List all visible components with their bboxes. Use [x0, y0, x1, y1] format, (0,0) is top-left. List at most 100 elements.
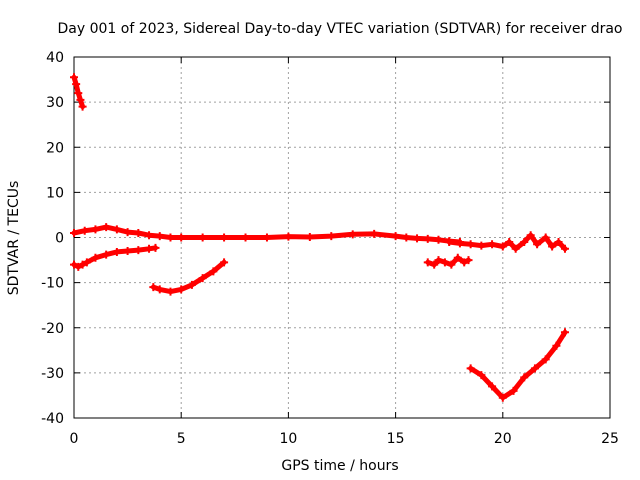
- data-point: [80, 226, 89, 235]
- data-point: [560, 244, 569, 253]
- data-point: [76, 95, 85, 104]
- data-point: [464, 256, 473, 265]
- x-tick-label: 15: [387, 431, 405, 447]
- x-tick-label: 10: [279, 431, 297, 447]
- chart-title: Day 001 of 2023, Sidereal Day-to-day VTE…: [57, 21, 622, 37]
- series-arc-2: [70, 223, 464, 247]
- series-arc-6: [445, 231, 569, 253]
- y-tick-label: -10: [41, 276, 64, 292]
- data-point: [112, 247, 121, 256]
- data-point: [155, 232, 164, 241]
- data-point: [402, 233, 411, 242]
- data-point: [70, 228, 78, 237]
- data-point: [477, 371, 486, 380]
- x-tick-label: 25: [601, 431, 619, 447]
- data-point: [453, 253, 462, 262]
- data-point: [520, 238, 529, 247]
- y-tick-label: -30: [41, 366, 64, 382]
- data-point: [151, 243, 160, 252]
- data-point: [423, 234, 432, 243]
- data-point: [177, 233, 186, 242]
- data-point: [533, 240, 542, 249]
- data-points: [70, 73, 569, 402]
- data-point: [198, 233, 207, 242]
- series-arc-3: [70, 243, 160, 271]
- data-point: [241, 233, 250, 242]
- data-point: [112, 225, 121, 234]
- data-point: [348, 230, 357, 239]
- data-point: [74, 262, 83, 271]
- data-point: [198, 274, 207, 283]
- data-point: [447, 260, 456, 269]
- y-tick-label: -40: [41, 411, 64, 427]
- data-point: [460, 258, 469, 267]
- data-point: [434, 256, 443, 265]
- series-arc-1: [70, 73, 87, 111]
- series-arc-4: [149, 258, 229, 296]
- data-point: [123, 247, 132, 256]
- data-point: [149, 283, 158, 292]
- y-tick-label: -20: [41, 321, 64, 337]
- y-tick-label: 30: [46, 95, 64, 111]
- grid-lines: [74, 57, 610, 418]
- data-point: [220, 233, 229, 242]
- data-point: [498, 242, 507, 251]
- series-arc-5: [423, 253, 473, 269]
- data-point: [145, 231, 154, 240]
- data-point: [102, 250, 111, 259]
- data-point: [509, 386, 518, 395]
- data-point: [284, 232, 293, 241]
- data-point: [530, 364, 539, 373]
- y-tick-label: 20: [46, 140, 64, 156]
- series-trace: [468, 329, 568, 401]
- data-point: [134, 228, 143, 237]
- data-point: [70, 73, 78, 82]
- data-point: [74, 89, 83, 98]
- data-point: [423, 258, 432, 267]
- data-point: [440, 258, 449, 267]
- y-tick-label: 10: [46, 185, 64, 201]
- data-point: [78, 260, 87, 269]
- y-tick-label: 40: [46, 50, 64, 66]
- x-tick-label: 5: [177, 431, 186, 447]
- data-point: [413, 234, 422, 243]
- data-point: [155, 285, 164, 294]
- data-point: [445, 238, 454, 247]
- data-point: [391, 232, 400, 241]
- data-point: [72, 80, 81, 89]
- data-point: [505, 238, 514, 247]
- data-point: [560, 328, 569, 337]
- data-point: [520, 373, 529, 382]
- data-point: [177, 285, 186, 294]
- data-point: [220, 258, 229, 267]
- axis-ticks: 0 5 10 15 20 25 -40 -30 -20 -10 0 10 20 30 40: [41, 50, 619, 447]
- data-point: [187, 280, 196, 289]
- data-point: [548, 242, 557, 251]
- data-point: [262, 233, 271, 242]
- data-point: [370, 229, 379, 238]
- x-tick-label: 20: [494, 431, 512, 447]
- data-point: [102, 223, 111, 232]
- data-point: [554, 238, 563, 247]
- data-point: [541, 233, 550, 242]
- data-point: [209, 267, 218, 276]
- data-point: [488, 382, 497, 391]
- data-point: [466, 364, 475, 373]
- data-point: [430, 260, 439, 269]
- y-tick-label: 0: [55, 231, 64, 247]
- data-point: [526, 231, 535, 240]
- series-arc-7: [466, 328, 569, 402]
- data-point: [78, 102, 87, 111]
- data-point: [166, 233, 175, 242]
- data-point: [552, 341, 561, 350]
- series-trace: [150, 259, 227, 295]
- data-point: [305, 233, 314, 242]
- data-point: [455, 239, 464, 248]
- data-point: [91, 225, 100, 234]
- data-point: [82, 258, 91, 267]
- data-point: [70, 260, 78, 269]
- data-point: [477, 241, 486, 250]
- data-point: [134, 246, 143, 255]
- data-point: [498, 393, 507, 402]
